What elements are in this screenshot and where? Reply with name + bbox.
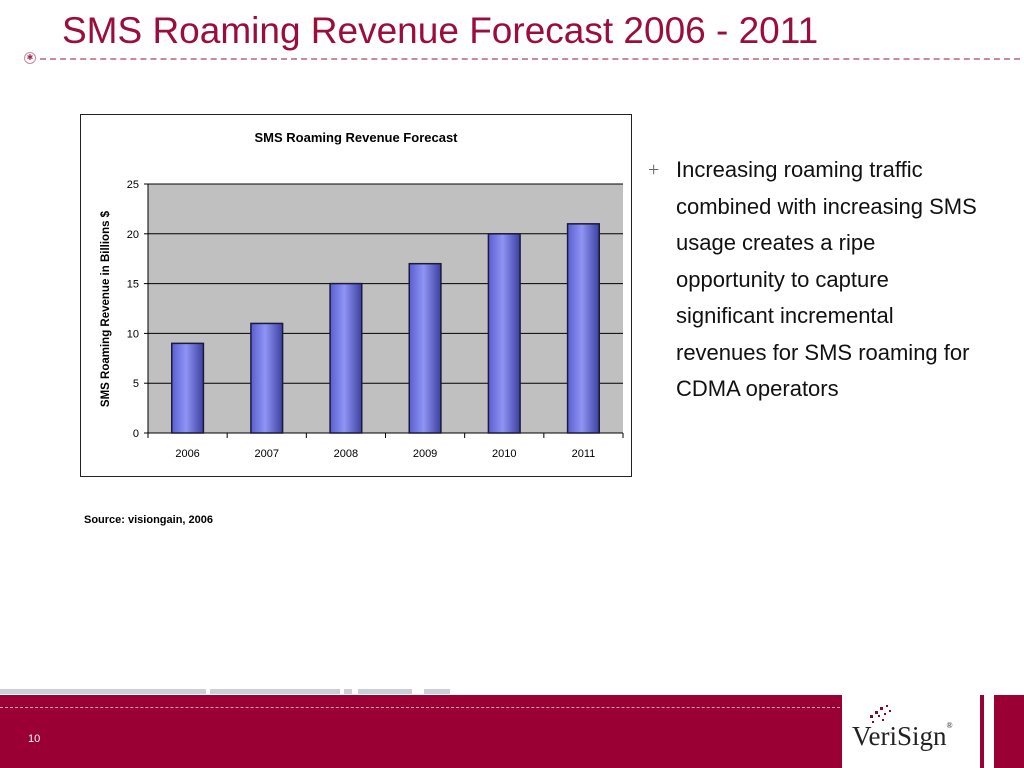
- y-tick-label: 0: [133, 428, 139, 440]
- title-bullet-icon: ✱: [24, 52, 36, 64]
- y-tick-label: 20: [127, 229, 139, 241]
- y-tick-label: 5: [133, 378, 139, 390]
- title-divider: [40, 58, 1020, 60]
- bar-2007: [250, 322, 284, 434]
- slide-title: SMS Roaming Revenue Forecast 2006 - 2011: [62, 10, 819, 51]
- logo-mark-icon: [870, 705, 891, 723]
- logo-registered-mark: ®: [946, 721, 953, 730]
- y-tick-label: 15: [127, 279, 139, 291]
- chart-container: SMS Roaming Revenue Forecast SMS Roaming…: [80, 114, 632, 477]
- y-axis-label: SMS Roaming Revenue in Billions $: [100, 210, 112, 407]
- page-number: 10: [28, 733, 41, 745]
- verisign-logo: VeriSign®: [842, 695, 980, 768]
- source-note: Source: visiongain, 2006: [84, 514, 213, 526]
- logo-edge: [984, 695, 994, 768]
- x-tick-label: 2008: [334, 448, 358, 460]
- x-tick-label: 2007: [255, 448, 279, 460]
- bar-2006: [171, 342, 205, 434]
- plot-area: [148, 184, 623, 433]
- bullet-plus-icon: +: [648, 159, 660, 181]
- footer-bar: 10 VeriSign®: [0, 695, 1024, 768]
- x-tick-label: 2009: [413, 448, 437, 460]
- y-tick-label: 10: [127, 328, 139, 340]
- bar-2011: [566, 223, 601, 434]
- y-tick-label: 25: [127, 179, 139, 191]
- bar-2009: [408, 262, 442, 434]
- x-tick-label: 2010: [492, 448, 516, 460]
- bar-2008: [329, 282, 363, 434]
- bullet-text: Increasing roaming traffic combined with…: [676, 157, 977, 401]
- x-tick-label: 2006: [175, 448, 199, 460]
- bar-chart: SMS Roaming Revenue Forecast SMS Roaming…: [100, 130, 624, 460]
- footer-stripes: [0, 689, 460, 695]
- chart-title: SMS Roaming Revenue Forecast: [255, 130, 459, 145]
- footer-divider: [0, 707, 840, 708]
- bar-2010: [487, 233, 521, 434]
- logo-text: VeriSign: [852, 721, 947, 751]
- bullet-list: + Increasing roaming traffic combined wi…: [648, 152, 998, 408]
- logo-wordmark: VeriSign®: [852, 721, 953, 752]
- x-tick-label: 2011: [572, 448, 596, 460]
